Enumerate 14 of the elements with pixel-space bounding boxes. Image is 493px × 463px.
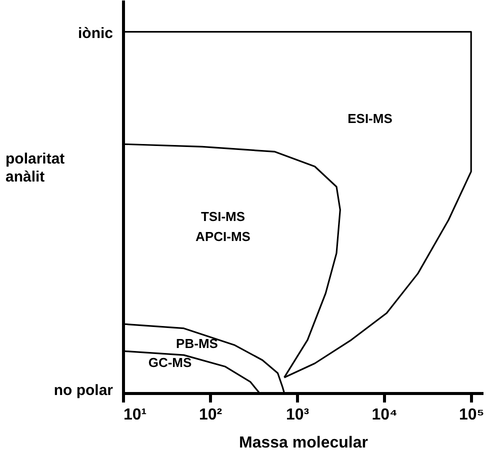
annotation: GC-MS: [148, 354, 192, 370]
text: iònic: [78, 24, 113, 42]
annotation: TSI-MS: [200, 208, 246, 224]
annotation: PB-MS: [176, 336, 218, 350]
text: no polar: [54, 382, 113, 398]
x-axis-title: Massa molecular: [239, 434, 368, 452]
x-tick-label: 10⁴: [372, 406, 398, 424]
annotation: ESI-MS: [348, 110, 392, 126]
x-tick-label: 10¹: [124, 406, 147, 424]
x-tick-label: 10³: [286, 406, 310, 424]
annotation: APCI-MS: [196, 228, 250, 244]
x-tick-label: 10²: [198, 406, 222, 424]
x-tick-label: 10⁵: [458, 406, 484, 424]
y-axis-title: polaritat anàlit: [6, 150, 65, 186]
